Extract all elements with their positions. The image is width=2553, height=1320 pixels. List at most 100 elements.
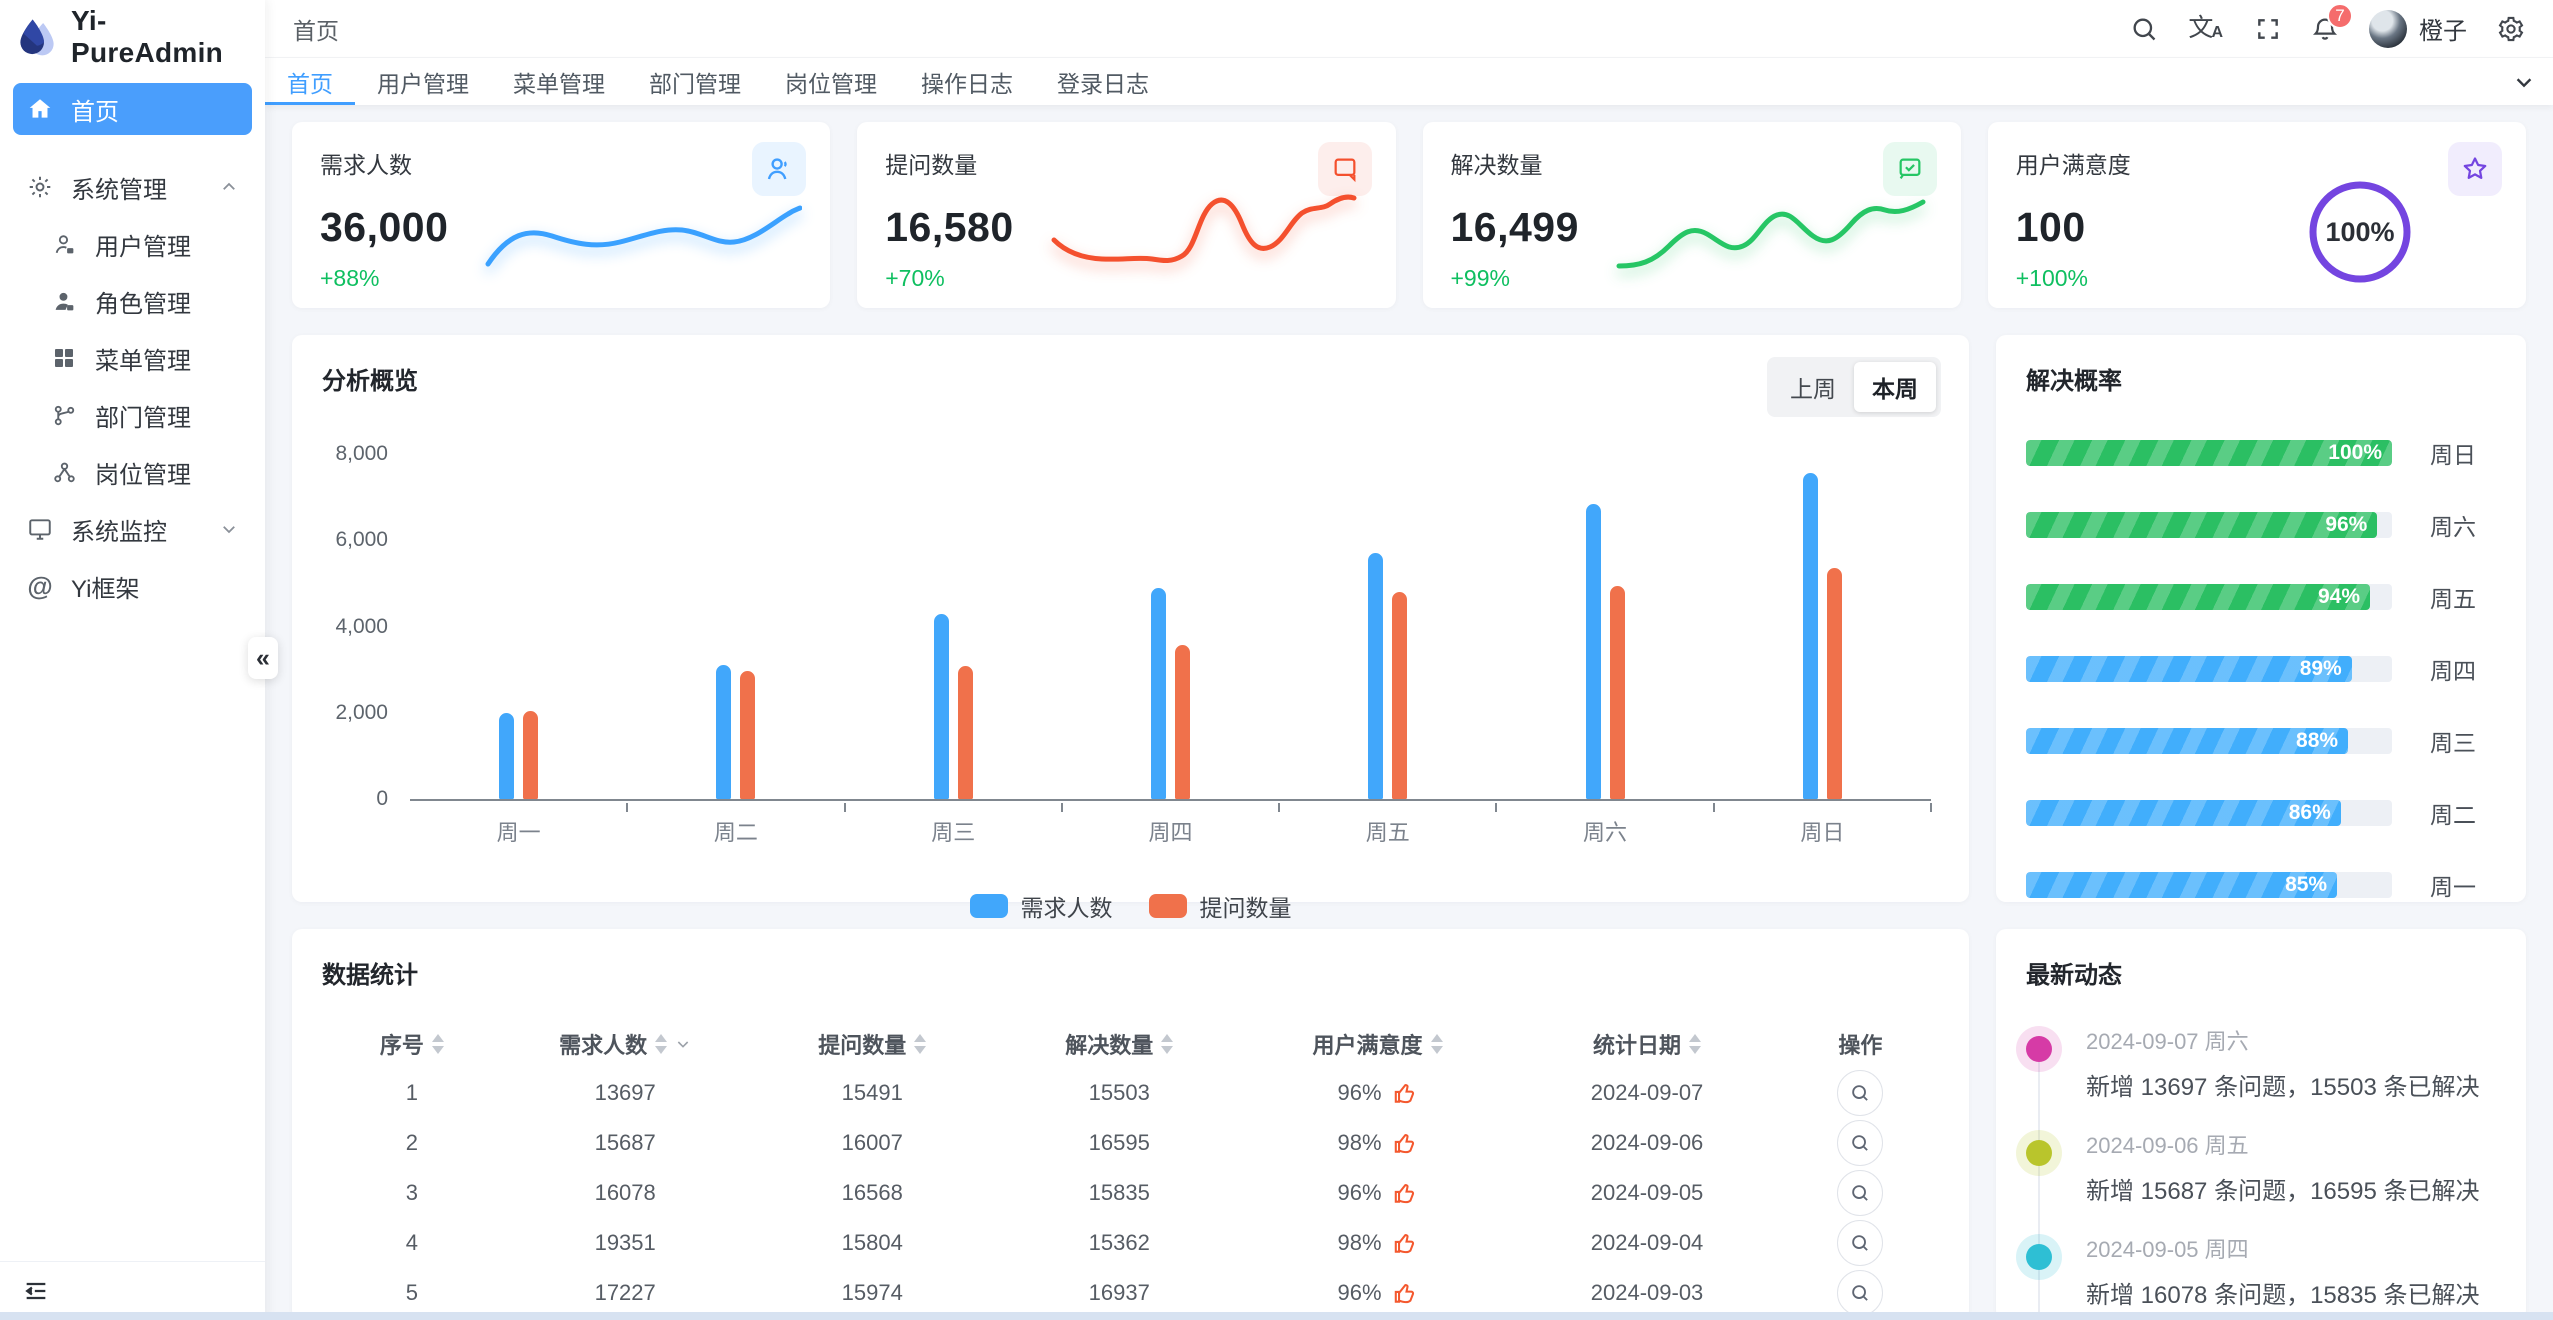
solve-rate-title: 解决概率 — [2026, 368, 2122, 395]
menu-fold-icon[interactable] — [22, 1277, 50, 1305]
sidebar-collapse-button[interactable]: « — [248, 637, 278, 679]
menu-gap — [0, 140, 265, 156]
column-header-序号[interactable]: 序号 — [322, 1028, 502, 1060]
bar-需求人数-周日 — [1802, 473, 1818, 799]
tab-用户管理[interactable]: 用户管理 — [377, 70, 469, 97]
cell-solved: 15835 — [1088, 1180, 1150, 1205]
table-row-3: 3 16078 16568 15835 96% 2024-09-05 — [322, 1168, 1939, 1218]
y-tick: 4,000 — [335, 614, 388, 638]
cell-questions: 15804 — [841, 1230, 903, 1255]
cell-date: 2024-09-06 — [1590, 1130, 1704, 1155]
fullscreen-icon[interactable] — [2255, 16, 2281, 42]
sidebar-item-label: 首页 — [71, 98, 119, 126]
bar-需求人数-周二 — [716, 665, 732, 799]
share-network-icon — [50, 458, 78, 486]
tab-首页[interactable]: 首页 — [265, 58, 355, 105]
sidebar-group-system-manage[interactable]: 系统管理 — [13, 161, 252, 213]
cell-questions: 15974 — [841, 1280, 903, 1305]
column-header-统计日期[interactable]: 统计日期 — [1512, 1028, 1782, 1060]
settings-gear-icon[interactable] — [2497, 15, 2525, 43]
bar-需求人数-周四 — [1150, 588, 1166, 799]
toggle-this-week[interactable]: 本周 — [1854, 362, 1936, 412]
solve-rate-row-周日: 100% 周日 — [2026, 436, 2496, 470]
tabs-dropdown-chevron-icon[interactable] — [2495, 58, 2553, 105]
timeline-dot — [2026, 1036, 2052, 1062]
column-header-操作: 操作 — [1838, 1033, 1883, 1058]
sparkline-green — [1616, 199, 1926, 269]
sidebar-item-post-manage[interactable]: 岗位管理 — [13, 446, 252, 498]
sidebar-item-yi-framework[interactable]: @ Yi框架 — [13, 560, 252, 612]
tab-岗位管理[interactable]: 岗位管理 — [785, 70, 877, 97]
chevron-down-icon — [220, 520, 238, 538]
monitor-icon — [26, 515, 54, 543]
cell-satisfaction: 96% — [1243, 1280, 1513, 1306]
sidebar: Yi-PureAdmin 首页 系统管理 — [0, 0, 265, 1320]
chat-icon — [1317, 142, 1372, 196]
tab-登录日志[interactable]: 登录日志 — [1057, 70, 1149, 97]
row-view-button[interactable] — [1837, 1120, 1884, 1166]
legend-swatch — [1148, 894, 1187, 918]
table-body: 1 13697 15491 15503 96% 2024-09-07 2 15687 16007… — [322, 1068, 1939, 1320]
column-header-提问数量[interactable]: 提问数量 — [749, 1028, 996, 1060]
cell-demand: 19351 — [594, 1230, 656, 1255]
stat-delta: +99% — [1450, 265, 1510, 291]
progress-track: 100% — [2026, 440, 2392, 466]
sidebar-group-system-monitor[interactable]: 系统监控 — [13, 503, 252, 555]
middle-row: 分析概览 上周 本周 0 2,000 4,000 6,000 8,000 周一 周二 周三周… — [292, 335, 2526, 921]
user-menu[interactable]: 橙子 — [2369, 9, 2467, 48]
app-title: Yi-PureAdmin — [71, 5, 224, 68]
row-view-button[interactable] — [1837, 1170, 1884, 1216]
x-label-周五: 周五 — [1365, 820, 1410, 845]
row-view-button[interactable] — [1837, 1070, 1884, 1116]
column-header-用户满意度[interactable]: 用户满意度 — [1243, 1028, 1513, 1060]
timeline-text: 新增 13697 条问题，15503 条已解决 — [2086, 1074, 2480, 1101]
column-header-解决数量[interactable]: 解决数量 — [996, 1028, 1243, 1060]
bar-chart: 0 2,000 4,000 6,000 8,000 周一 周二 周三 周四 周五 周六 周日 需求人… — [322, 442, 1939, 923]
table-row-5: 5 17227 15974 16937 96% 2024-09-03 — [322, 1268, 1939, 1318]
tab-菜单管理[interactable]: 菜单管理 — [513, 70, 605, 97]
y-axis: 0 2,000 4,000 6,000 8,000 — [322, 442, 388, 810]
gear-icon — [26, 173, 54, 201]
cell-index: 3 — [405, 1180, 418, 1205]
cell-demand: 16078 — [594, 1180, 656, 1205]
day-label: 周五 — [2430, 586, 2476, 612]
legend-swatch — [969, 894, 1008, 918]
notifications-bell-icon[interactable]: 7 — [2311, 2, 2353, 43]
sidebar-item-user-manage[interactable]: 用户管理 — [13, 218, 252, 270]
stat-card-solved: 解决数量 16,499 +99% — [1422, 122, 1961, 308]
magnifier-icon — [1849, 1132, 1871, 1154]
solve-rate-row-周三: 88% 周三 — [2026, 724, 2496, 758]
tab-操作日志[interactable]: 操作日志 — [921, 70, 1013, 97]
sidebar-item-dept-manage[interactable]: 部门管理 — [13, 389, 252, 441]
column-header-需求人数[interactable]: 需求人数 — [502, 1028, 749, 1060]
tab-部门管理[interactable]: 部门管理 — [649, 70, 741, 97]
cell-index: 5 — [405, 1280, 418, 1305]
grid-icon — [50, 344, 78, 372]
stat-value: 36,000 — [320, 204, 449, 250]
bar-提问数量-周一 — [523, 711, 539, 799]
thumbs-up-icon — [1392, 1230, 1418, 1256]
legend-item-提问数量[interactable]: 提问数量 — [1148, 889, 1292, 923]
sidebar-item-menu-manage[interactable]: 菜单管理 — [13, 332, 252, 384]
timeline-text: 新增 15687 条问题，16595 条已解决 — [2086, 1178, 2480, 1205]
legend-item-需求人数[interactable]: 需求人数 — [969, 889, 1113, 923]
news-title: 最新动态 — [2026, 962, 2122, 989]
toggle-last-week[interactable]: 上周 — [1790, 376, 1836, 402]
bar-需求人数-周六 — [1585, 504, 1601, 799]
day-label: 周四 — [2430, 658, 2476, 684]
horizontal-scrollbar[interactable] — [0, 1312, 2553, 1320]
thumbs-up-icon — [1392, 1130, 1418, 1156]
row-view-button[interactable] — [1837, 1220, 1884, 1266]
magnifier-icon — [1849, 1082, 1871, 1104]
avatar — [2369, 9, 2407, 48]
logo: Yi-PureAdmin — [0, 0, 265, 74]
sidebar-item-role-manage[interactable]: 角色管理 — [13, 275, 252, 327]
row-view-button[interactable] — [1837, 1270, 1884, 1316]
bar-提问数量-周六 — [1609, 586, 1625, 799]
search-icon[interactable] — [2130, 15, 2158, 43]
sidebar-item-home[interactable]: 首页 — [13, 83, 252, 135]
tab-bar: 首页 用户管理 菜单管理 部门管理 岗位管理 操作日志 登录日志 — [265, 58, 2553, 105]
at-icon: @ — [27, 570, 53, 601]
